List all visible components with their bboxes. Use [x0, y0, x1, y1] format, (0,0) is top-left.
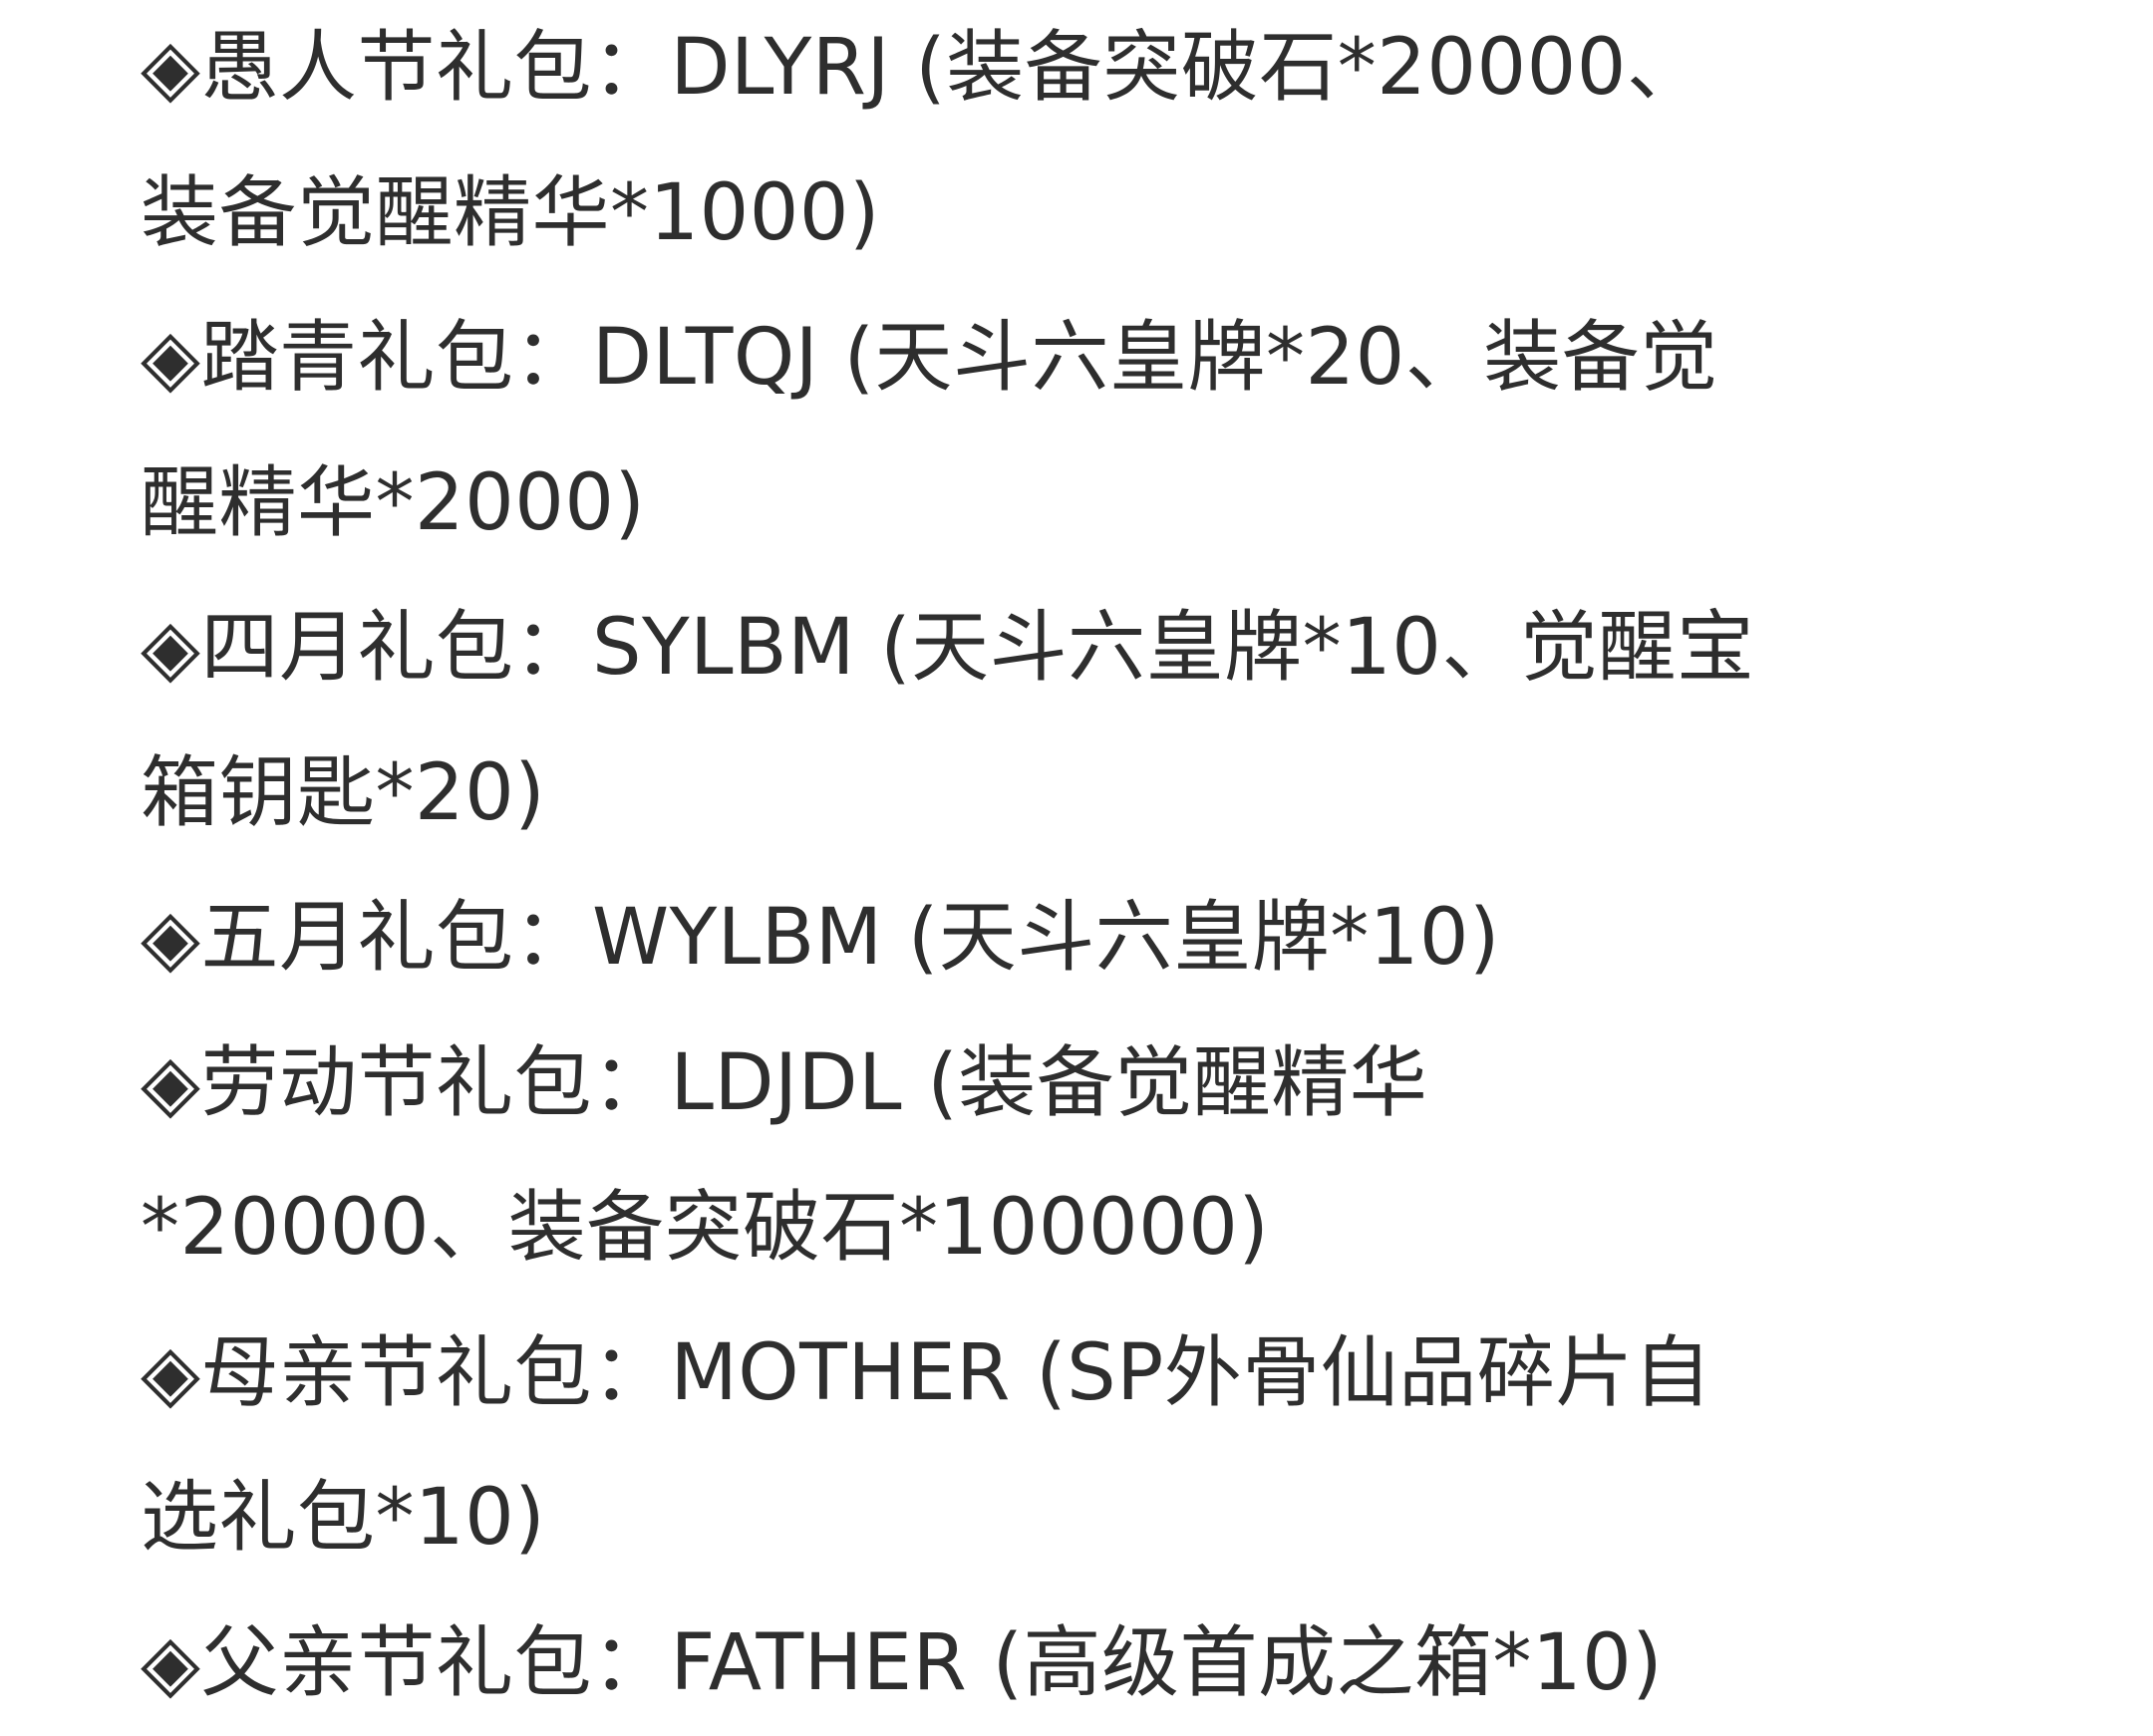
gift-code-line-labor-day: ◈劳动节礼包：LDJDL (装备觉醒精华: [141, 1012, 2114, 1157]
gift-code-list: ◈愚人节礼包：DLYRJ (装备突破石*20000、 装备觉醒精华*1000) …: [141, 0, 2114, 1736]
gift-code-line-outing: ◈踏青礼包：DLTQJ (天斗六皇牌*20、装备觉: [141, 286, 2114, 432]
gift-code-line-april: ◈四月礼包：SYLBM (天斗六皇牌*10、觉醒宝: [141, 576, 2114, 722]
gift-code-line-partial: ◈父亲节礼包：FATHER (高级首成之箱*10): [141, 1591, 2114, 1736]
gift-code-line-outing-cont: 醒精华*2000): [141, 432, 2114, 577]
gift-code-line-april-fools: ◈愚人节礼包：DLYRJ (装备突破石*20000、: [141, 0, 2114, 142]
gift-code-line-mothers-day: ◈母亲节礼包：MOTHER (SP外骨仙品碎片自: [141, 1302, 2114, 1447]
gift-code-line-may: ◈五月礼包：WYLBM (天斗六皇牌*10): [141, 866, 2114, 1012]
gift-code-line-labor-day-cont: *20000、装备突破石*100000): [141, 1156, 2114, 1302]
gift-code-line-april-cont: 箱钥匙*20): [141, 722, 2114, 867]
gift-code-line-april-fools-cont: 装备觉醒精华*1000): [141, 142, 2114, 287]
gift-code-line-mothers-day-cont: 选礼包*10): [141, 1446, 2114, 1591]
